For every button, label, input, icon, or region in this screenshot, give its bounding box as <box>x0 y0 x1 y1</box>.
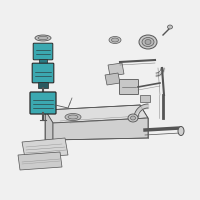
Ellipse shape <box>35 35 51 41</box>
FancyBboxPatch shape <box>33 43 53 60</box>
Ellipse shape <box>139 35 157 49</box>
Bar <box>140 95 150 102</box>
Ellipse shape <box>168 25 172 29</box>
Ellipse shape <box>109 36 121 44</box>
Ellipse shape <box>68 115 78 119</box>
Bar <box>39 59 47 64</box>
Ellipse shape <box>178 127 184 136</box>
Bar <box>38 82 48 88</box>
Polygon shape <box>105 73 120 85</box>
Polygon shape <box>53 118 148 140</box>
FancyBboxPatch shape <box>30 92 56 114</box>
Ellipse shape <box>128 114 138 122</box>
Ellipse shape <box>112 38 118 42</box>
Ellipse shape <box>130 116 136 120</box>
FancyBboxPatch shape <box>32 63 54 83</box>
Polygon shape <box>108 63 124 76</box>
Ellipse shape <box>38 36 48 40</box>
Polygon shape <box>45 105 148 123</box>
Ellipse shape <box>142 38 154 46</box>
FancyBboxPatch shape <box>120 79 138 95</box>
Ellipse shape <box>65 114 81 120</box>
Polygon shape <box>18 152 62 170</box>
Polygon shape <box>45 110 53 140</box>
Polygon shape <box>22 138 68 158</box>
Ellipse shape <box>145 40 151 45</box>
